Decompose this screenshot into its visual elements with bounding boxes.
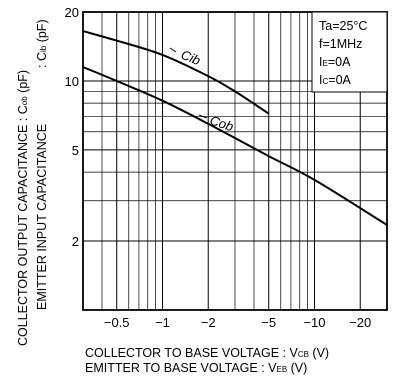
y-axis-title-line3: EMITTER INPUT CAPACITANCE — [35, 124, 49, 310]
condition-ic-rest: =0A — [328, 73, 351, 87]
condition-ic-main: I — [319, 73, 322, 87]
x-tick-labels: −0.5 −1 −2 −5 −10 −20 — [104, 315, 371, 330]
x-tick-label: −10 — [303, 315, 325, 330]
x-title1-main: COLLECTOR TO BASE VOLTAGE : V — [85, 346, 298, 360]
y-tick-label: 20 — [65, 5, 79, 20]
y-title1-main: COLLECTOR OUTPUT CAPACITANCE : C — [16, 105, 30, 346]
condition-ic: IC=0A — [319, 73, 352, 87]
condition-ie: IE=0A — [319, 55, 351, 69]
conditions-box — [311, 11, 388, 93]
x-title1-sub: CB — [298, 350, 309, 359]
y-title2-sub: ib — [39, 45, 48, 52]
data-curves — [82, 30, 388, 226]
y-title2-main: : C — [35, 52, 49, 68]
x-tick-label: −1 — [155, 315, 170, 330]
plot-frame — [82, 11, 388, 311]
series-label-cob: Cob — [208, 113, 235, 135]
x-title2-sub: EB — [276, 365, 287, 374]
condition-temp: Ta=25°C — [319, 19, 367, 33]
y-axis-title-line1: COLLECTOR OUTPUT CAPACITANCE : Cob (pF) — [16, 70, 30, 346]
condition-frequency: f=1MHz — [319, 37, 362, 51]
grid-lines — [82, 12, 387, 310]
condition-ie-sub: E — [322, 59, 327, 68]
y-tick-labels: 2 5 10 20 — [65, 5, 79, 249]
x-title2-main: EMITTER TO BASE VOLTAGE : V — [85, 361, 277, 375]
x-title1-unit: (V) — [309, 346, 329, 360]
conditions-legend: Ta=25°C f=1MHz IE=0A IC=0A — [311, 11, 388, 93]
condition-ie-main: I — [319, 55, 322, 69]
y-axis-title-line2: : Cib (pF) — [35, 19, 49, 68]
x-tick-label: −2 — [201, 315, 216, 330]
condition-ic-sub: C — [322, 77, 328, 86]
series-line-cib — [82, 30, 270, 115]
x-tick-label: −5 — [261, 315, 276, 330]
series-line-cob — [82, 66, 388, 226]
y-tick-label: 2 — [72, 234, 79, 249]
x-tick-label: −0.5 — [104, 315, 130, 330]
y-tick-label: 10 — [65, 74, 79, 89]
cob-leader-line — [198, 114, 208, 119]
x-axis-title-line2: EMITTER TO BASE VOLTAGE : VEB (V) — [85, 361, 307, 375]
y-title2-unit: (pF) — [35, 19, 49, 45]
cib-leader-line — [169, 47, 177, 53]
x-tick-label: −20 — [349, 315, 371, 330]
y-title1-sub: ob — [20, 96, 29, 105]
series-label-cib: Cib — [179, 47, 203, 68]
y-title1-unit: (pF) — [16, 70, 30, 96]
y-tick-label: 5 — [72, 143, 79, 158]
x-axis-title-line1: COLLECTOR TO BASE VOLTAGE : VCB (V) — [85, 346, 329, 360]
x-title2-unit: (V) — [287, 361, 307, 375]
condition-ie-rest: =0A — [328, 55, 351, 69]
